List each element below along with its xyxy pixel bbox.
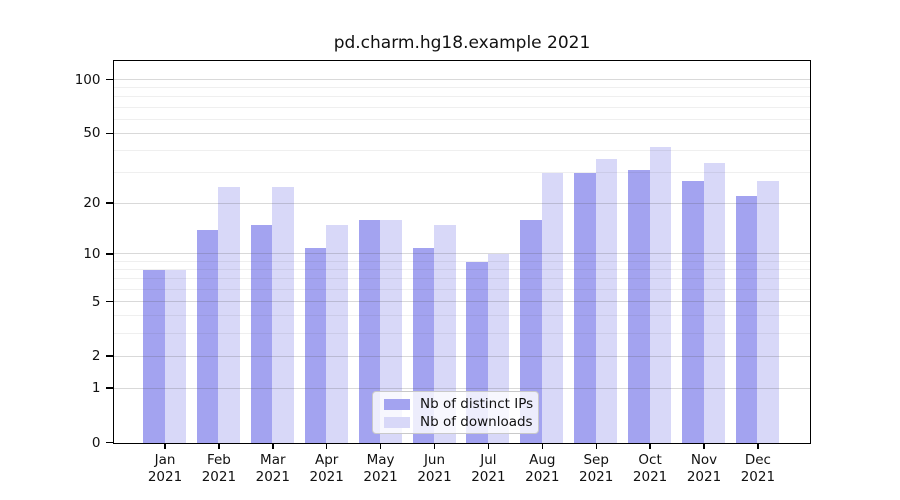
x-tick-label-aug: Aug 2021 (525, 451, 560, 485)
bar-distinct-ips-dec (735, 196, 758, 443)
y-tick-label-1: 1 (91, 380, 101, 396)
plot-area: Nb of distinct IPs Nb of downloads (113, 60, 811, 444)
bar-downloads-jun (434, 224, 456, 443)
x-tick-mark-jul (487, 444, 490, 449)
legend-swatch-distinct-ips (384, 398, 410, 410)
legend-label-downloads: Nb of downloads (420, 414, 533, 430)
x-tick-label-mar: Mar 2021 (255, 451, 290, 485)
y-tick-mark-1 (106, 387, 113, 389)
bar-distinct-ips-feb (196, 230, 219, 443)
gridline-major-20 (114, 202, 810, 204)
bar-downloads-aug (541, 172, 564, 443)
bar-distinct-ips-jan (143, 270, 165, 443)
bar-distinct-ips-apr (304, 247, 327, 443)
gridlines-layer (114, 61, 810, 443)
gridline-minor-60 (114, 118, 810, 120)
bar-downloads-sep (595, 159, 618, 443)
x-tick-mark-feb (218, 444, 220, 449)
x-tick-mark-dec (757, 444, 759, 449)
y-tick-label-20: 20 (83, 195, 101, 211)
bar-distinct-ips-sep (574, 172, 596, 443)
y-tick-mark-10 (106, 253, 113, 255)
gridline-minor-90 (114, 87, 810, 89)
bar-downloads-may (380, 220, 402, 443)
x-tick-mark-jun (433, 444, 436, 449)
x-tick-mark-may (379, 444, 382, 449)
x-tick-label-oct: Oct 2021 (632, 451, 668, 485)
y-tick-label-10: 10 (83, 245, 101, 262)
gridline-major-1 (114, 387, 810, 389)
x-tick-label-nov: Nov 2021 (686, 451, 722, 485)
x-tick-label-sep: Sep 2021 (579, 451, 614, 485)
bar-downloads-nov (703, 163, 725, 443)
bar-downloads-jan (164, 270, 186, 443)
x-tick-label-jul: Jul 2021 (471, 451, 506, 485)
x-tick-mark-aug (541, 444, 543, 449)
y-tick-label-0: 0 (91, 434, 101, 451)
y-tick-label-2: 2 (91, 348, 101, 365)
legend-swatch-downloads (384, 416, 410, 428)
x-tick-mark-oct (649, 444, 651, 449)
legend: Nb of distinct IPs Nb of downloads (372, 391, 539, 434)
bar-downloads-feb (218, 186, 240, 443)
x-tick-label-may: May 2021 (363, 451, 398, 485)
bar-downloads-dec (757, 180, 779, 443)
y-tick-label-5: 5 (91, 293, 101, 310)
gridline-major-100 (114, 79, 810, 80)
y-tick-mark-50 (106, 132, 113, 134)
x-tick-mark-mar (272, 444, 274, 449)
chart-title: pd.charm.hg18.example 2021 (333, 33, 591, 53)
gridline-minor-9 (114, 260, 810, 262)
x-tick-label-jan: Jan 2021 (147, 451, 183, 485)
y-tick-label-100: 100 (74, 71, 101, 88)
bar-distinct-ips-mar (250, 224, 273, 443)
bar-distinct-ips-nov (682, 180, 704, 443)
bar-distinct-ips-may (358, 220, 381, 443)
bar-downloads-oct (649, 147, 672, 443)
gridline-minor-8 (114, 269, 810, 271)
gridline-major-2 (114, 355, 810, 357)
gridline-major-10 (114, 253, 810, 255)
legend-item-distinct-ips: Nb of distinct IPs (373, 395, 538, 413)
gridline-minor-30 (114, 171, 810, 173)
gridline-minor-3 (114, 333, 810, 334)
legend-item-downloads: Nb of downloads (373, 413, 538, 431)
legend-label-distinct-ips: Nb of distinct IPs (420, 396, 534, 412)
x-tick-mark-nov (703, 444, 705, 449)
gridline-minor-4 (114, 315, 810, 317)
x-tick-label-feb: Feb 2021 (201, 451, 237, 485)
y-tick-label-50: 50 (83, 125, 101, 142)
x-tick-mark-apr (325, 444, 328, 449)
y-tick-mark-2 (106, 355, 113, 357)
bar-downloads-mar (272, 186, 294, 443)
x-tick-mark-jan (164, 444, 166, 449)
x-tick-mark-sep (595, 444, 597, 449)
gridline-minor-80 (114, 96, 810, 98)
x-tick-label-dec: Dec 2021 (740, 451, 776, 485)
y-tick-mark-5 (106, 300, 113, 303)
y-tick-mark-100 (106, 78, 113, 81)
gridline-major-5 (114, 301, 810, 303)
y-tick-mark-0 (106, 441, 113, 444)
bar-distinct-ips-oct (628, 170, 650, 443)
gridline-minor-6 (114, 289, 810, 290)
bar-downloads-apr (326, 224, 348, 443)
gridline-major-50 (114, 132, 810, 134)
gridline-minor-7 (114, 278, 810, 280)
x-tick-label-apr: Apr 2021 (309, 451, 344, 485)
x-tick-label-jun: Jun 2021 (417, 451, 452, 485)
gridline-minor-70 (114, 106, 810, 108)
y-tick-mark-20 (106, 202, 113, 204)
gridline-minor-40 (114, 149, 810, 151)
bar-distinct-ips-aug (520, 220, 542, 443)
